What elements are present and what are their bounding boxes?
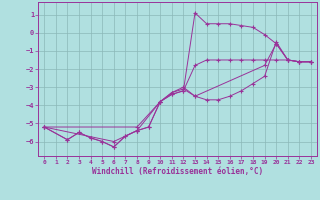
X-axis label: Windchill (Refroidissement éolien,°C): Windchill (Refroidissement éolien,°C) <box>92 167 263 176</box>
